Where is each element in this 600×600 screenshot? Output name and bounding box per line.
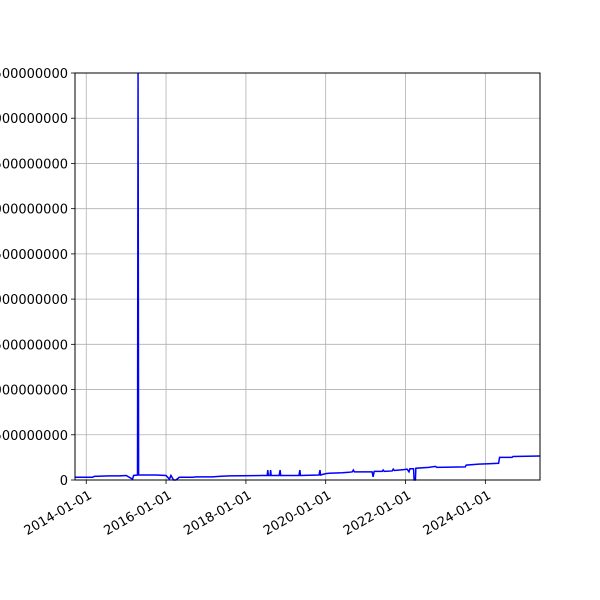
y-tick-label: 1000000000 xyxy=(0,384,68,399)
x-axis: 2014-01-01 2016-01-01 2018-01-01 2020-01-01… xyxy=(22,480,494,539)
x-tick-label: 2022-01-01 xyxy=(341,488,414,539)
y-tick-label: 1500000000 xyxy=(0,338,68,353)
grid-lines xyxy=(75,72,540,481)
y-tick-label: 4000000000 xyxy=(0,112,68,127)
y-axis: 0 500000000 1000000000 1500000000 2000000000… xyxy=(0,67,75,489)
y-tick-label: 3000000000 xyxy=(0,203,68,218)
y-tick-label: 3500000000 xyxy=(0,157,68,172)
x-tick-label: 2016-01-01 xyxy=(101,488,174,539)
y-tick-label: 2000000000 xyxy=(0,293,68,308)
y-tick-label: 4500000000 xyxy=(0,67,68,82)
y-tick-label: 0 xyxy=(60,474,68,489)
x-tick-label: 2014-01-01 xyxy=(22,488,95,539)
y-tick-label: 2500000000 xyxy=(0,248,68,263)
x-tick-label: 2024-01-01 xyxy=(421,488,494,539)
x-tick-label: 2018-01-01 xyxy=(181,488,254,539)
series-line xyxy=(75,72,541,481)
plot-area-frame xyxy=(74,72,541,481)
series-group xyxy=(75,72,541,481)
y-tick-label: 500000000 xyxy=(0,429,68,444)
x-tick-label: 2020-01-01 xyxy=(261,488,334,539)
